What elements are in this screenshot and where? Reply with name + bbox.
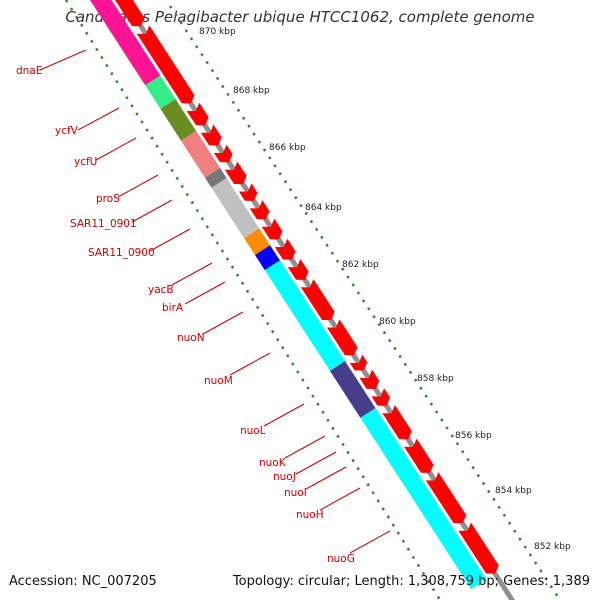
gene-block-nuoJ[interactable] bbox=[384, 445, 411, 472]
leader-line-yacB bbox=[171, 262, 213, 286]
leader-line-nuoL bbox=[263, 403, 305, 427]
gene-label-nuoG[interactable]: nuoG bbox=[327, 553, 355, 565]
cds-arrow[interactable] bbox=[326, 319, 358, 356]
gene-label-SAR11_0901[interactable]: SAR11_0901 bbox=[70, 218, 137, 230]
gene-label-ycfV[interactable]: ycfV bbox=[55, 125, 79, 137]
leader-line-SAR11_0901 bbox=[131, 199, 173, 223]
map-title: Candidatus Pelagibacter ubique HTCC1062,… bbox=[65, 8, 535, 26]
cds-arrow[interactable] bbox=[249, 200, 270, 220]
gene-feature-track bbox=[58, 0, 487, 590]
gene-label-proS[interactable]: proS bbox=[96, 193, 120, 205]
leader-line-SAR11_0900 bbox=[149, 228, 191, 252]
kbp-label-866: 866 kbp bbox=[269, 143, 306, 153]
cds-arrow[interactable] bbox=[76, 0, 145, 27]
leader-line-ycfV bbox=[77, 107, 120, 131]
gene-label-nuoN[interactable]: nuoN bbox=[177, 332, 205, 344]
leader-line-nuoJ bbox=[295, 451, 337, 475]
gene-block-SAR11_0901[interactable] bbox=[204, 167, 227, 188]
cds-arrow[interactable] bbox=[359, 369, 380, 389]
leader-line-nuoN bbox=[202, 311, 244, 335]
cds-arrow[interactable] bbox=[458, 522, 499, 574]
cds-arrow[interactable] bbox=[287, 258, 309, 280]
leader-line-nuoK bbox=[284, 435, 326, 459]
gene-block-nuoI[interactable] bbox=[395, 461, 422, 489]
cds-arrow[interactable] bbox=[200, 124, 222, 146]
leader-line-nuoI bbox=[305, 466, 347, 490]
kbp-label-862: 862 kbp bbox=[342, 260, 379, 270]
leader-line-birA bbox=[184, 281, 226, 305]
kbp-dotted-track bbox=[168, 5, 562, 600]
gene-dotted-track bbox=[64, 0, 442, 600]
gene-block-ycfV[interactable] bbox=[145, 75, 176, 109]
leader-line-nuoG bbox=[349, 530, 391, 554]
gene-label-nuoH[interactable]: nuoH bbox=[296, 509, 324, 521]
gene-block-birA[interactable] bbox=[254, 245, 280, 271]
kbp-label-856: 856 kbp bbox=[455, 431, 492, 441]
kbp-label-854: 854 kbp bbox=[495, 486, 532, 496]
gene-label-nuoJ[interactable]: nuoJ bbox=[273, 471, 296, 483]
kbp-label-852: 852 kbp bbox=[534, 542, 571, 552]
cds-arrow[interactable] bbox=[371, 388, 391, 406]
cds-arrow[interactable] bbox=[238, 183, 258, 201]
gene-label-nuoM[interactable]: nuoM bbox=[204, 375, 233, 387]
gene-label-nuoK[interactable]: nuoK bbox=[259, 457, 287, 469]
gene-block-dnaE[interactable] bbox=[58, 0, 161, 86]
cds-arrow[interactable] bbox=[382, 405, 412, 440]
leader-line-ycfU bbox=[95, 137, 137, 161]
leader-line-nuoH bbox=[319, 487, 361, 511]
cds-arrow[interactable] bbox=[425, 472, 467, 524]
leader-line-nuoM bbox=[229, 352, 271, 376]
gene-block-nuoM[interactable] bbox=[317, 342, 346, 371]
gene-label-yacB[interactable]: yacB bbox=[148, 284, 174, 296]
cds-arrow[interactable] bbox=[349, 354, 368, 371]
gene-block-ycfU[interactable] bbox=[160, 99, 197, 141]
kbp-label-858: 858 kbp bbox=[417, 374, 454, 384]
gene-block-nuoN[interactable] bbox=[264, 260, 334, 353]
gene-block-yacB[interactable] bbox=[244, 228, 271, 256]
gene-block-nuoG[interactable] bbox=[417, 497, 487, 590]
leader-line-proS bbox=[117, 174, 159, 198]
kbp-label-860: 860 kbp bbox=[379, 317, 416, 327]
cds-arrow[interactable] bbox=[136, 25, 195, 104]
cds-arrow[interactable] bbox=[404, 438, 434, 473]
gene-block-nuoK[interactable] bbox=[360, 408, 400, 455]
gene-label-birA[interactable]: birA bbox=[162, 302, 184, 314]
cds-arrow[interactable] bbox=[261, 218, 283, 240]
leader-line-dnaE bbox=[39, 49, 87, 71]
gene-block-proS[interactable] bbox=[181, 131, 221, 178]
gene-label-SAR11_0900[interactable]: SAR11_0900 bbox=[88, 247, 155, 259]
cds-arrow[interactable] bbox=[224, 161, 247, 185]
kbp-label-864: 864 kbp bbox=[305, 203, 342, 213]
gene-block-nuoL[interactable] bbox=[329, 361, 376, 418]
kbp-label-868: 868 kbp bbox=[233, 86, 270, 96]
gene-label-nuoI[interactable]: nuoI bbox=[284, 487, 307, 499]
accession-text: Accession: NC_007205 bbox=[9, 574, 157, 589]
gene-block-nuoH[interactable] bbox=[406, 478, 434, 507]
cds-arrow[interactable] bbox=[213, 144, 233, 163]
cds-arrow[interactable] bbox=[186, 102, 209, 126]
gene-label-nuoL[interactable]: nuoL bbox=[240, 425, 266, 437]
gene-block-SAR11_0900[interactable] bbox=[211, 178, 260, 239]
genome-stats-text: Topology: circular; Length: 1,308,759 bp… bbox=[232, 574, 590, 589]
cds-arrow[interactable] bbox=[274, 238, 296, 260]
cds-arrow[interactable] bbox=[300, 279, 335, 321]
cds-arrow-track bbox=[76, 0, 499, 574]
gene-label-ycfU[interactable]: ycfU bbox=[74, 156, 97, 168]
gene-label-dnaE[interactable]: dnaE bbox=[16, 65, 42, 77]
kbp-label-870: 870 kbp bbox=[199, 27, 236, 37]
